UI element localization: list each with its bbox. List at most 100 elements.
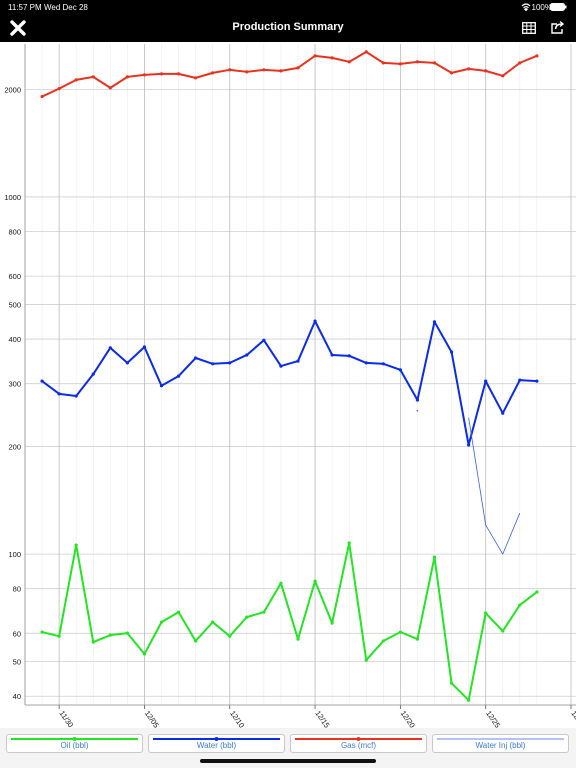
point [125,75,129,79]
legend-item[interactable]: Water Inj (bbl) [432,734,569,753]
point [125,631,129,635]
point [484,69,488,73]
point [518,603,522,607]
point [347,60,351,64]
point [228,634,232,638]
point [176,610,181,614]
point [449,350,454,354]
point [91,75,95,79]
point [245,353,249,357]
point [159,620,164,624]
point [484,379,488,383]
point [432,61,437,65]
status-time: 11:57 PM [8,3,42,12]
y-tick-label: 200 [8,443,21,452]
legend-label: Water Inj (bbl) [475,741,526,750]
point [74,394,78,398]
share-button[interactable] [551,20,565,34]
point [501,411,505,415]
x-tick-label: 12/30 [569,709,576,728]
point [313,579,317,583]
point [347,354,351,358]
point [296,66,300,70]
y-tick-label: 80 [13,585,21,594]
header-title: Production Summary [232,21,344,33]
legend-label: Water (bbl) [196,741,237,750]
point [398,62,402,66]
wifi-icon [521,3,531,11]
legend-item[interactable]: Water (bbl) [148,734,285,753]
point [74,78,78,82]
point [535,379,539,383]
x-tick-label: 12/10 [228,709,246,728]
point [467,698,471,702]
point [57,392,61,396]
x-tick-label: 12/05 [143,709,161,728]
home-indicator [200,759,376,763]
point [449,71,454,75]
point [262,68,266,72]
point [484,611,488,615]
point [40,379,44,383]
status-battery: 100% [531,3,552,12]
point [159,72,164,76]
point [364,658,368,662]
point [91,640,95,644]
legend-item[interactable]: Gas (mcf) [290,734,427,753]
legend-item[interactable]: Oil (bbl) [6,734,143,753]
legend-label: Oil (bbl) [60,741,89,750]
table-button[interactable] [522,22,536,34]
point [313,319,317,323]
point [330,353,334,357]
point [108,346,112,350]
point [194,76,198,80]
point [194,639,198,643]
point [347,541,351,545]
y-tick-label: 40 [13,692,21,701]
point [176,374,181,378]
point [501,629,505,633]
point [535,54,539,58]
point [40,630,44,634]
point [279,69,283,73]
y-tick-label: 60 [13,629,21,638]
point [262,610,266,614]
status-date: Wed Dec 28 [44,3,88,12]
legend-dot [72,737,77,741]
legend-swatch [11,737,138,741]
point [40,94,44,99]
legend-swatch [153,737,280,741]
point [211,362,215,366]
x-tick-label: 12/25 [484,709,502,728]
point [279,581,283,585]
point [176,72,181,76]
point [57,634,61,638]
legend-swatch [437,738,564,740]
y-tick-label: 50 [13,658,21,667]
header-bar: 11:57 PM Wed Dec 28 100% Production Summ… [0,0,576,42]
point [74,543,78,547]
point [381,362,385,366]
legend-label: Gas (mcf) [340,741,377,750]
point [432,320,437,324]
point [381,639,385,643]
point [398,630,402,634]
y-tick-label: 400 [8,335,21,344]
point [518,378,522,382]
y-tick-label: 800 [8,228,21,237]
y-tick-label: 600 [8,272,21,281]
series-line [41,542,538,702]
point [279,364,283,368]
point [501,74,505,78]
point [108,86,112,90]
chart: 40 50 60 80 100 200 300 400 500 600 800 1000 2000 11/… [4,44,576,728]
legend-dot [214,737,219,741]
point [518,61,522,65]
point [142,73,147,77]
point [245,615,249,619]
point [262,338,266,342]
close-button[interactable] [10,20,26,36]
point [364,361,368,365]
point [449,681,454,685]
point [296,359,300,363]
